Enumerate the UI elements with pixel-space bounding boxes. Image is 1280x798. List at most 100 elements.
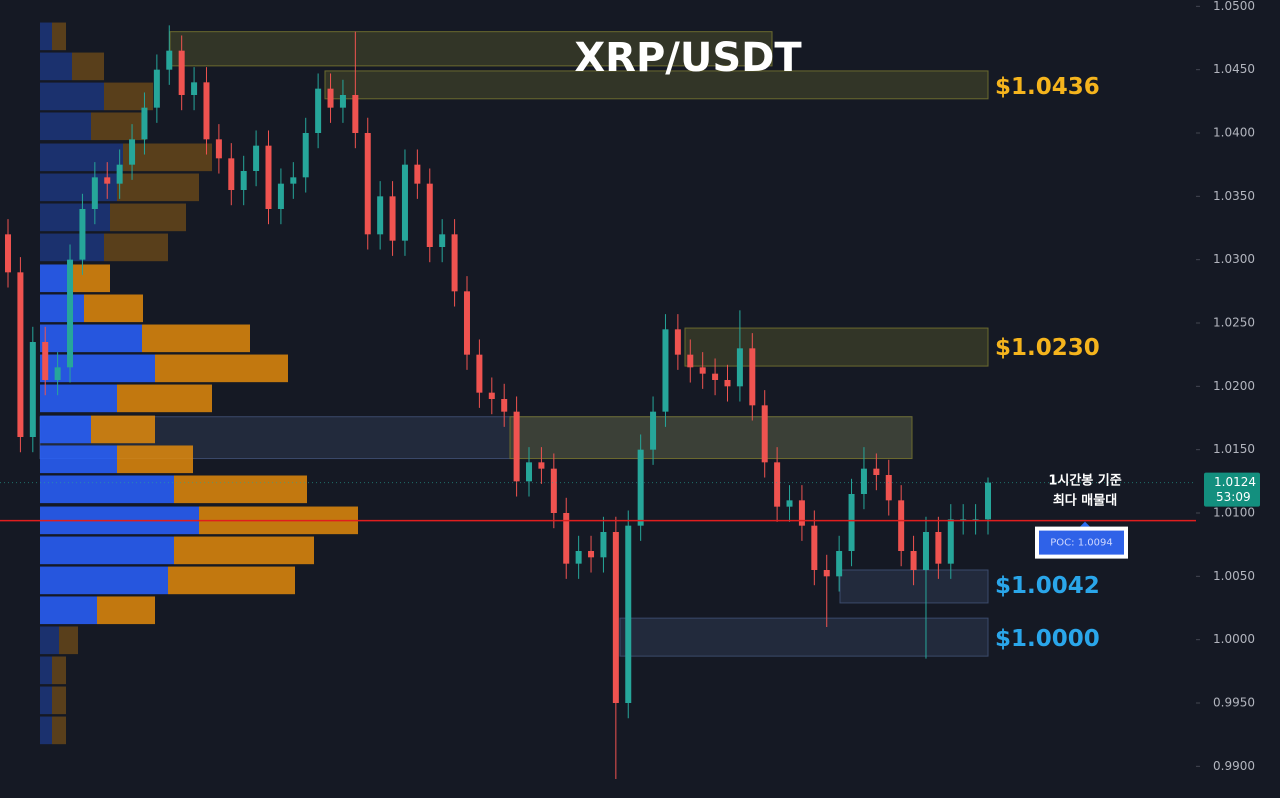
profile-buy (40, 82, 104, 111)
candle-body (352, 95, 359, 133)
candle-body (29, 342, 36, 437)
y-tick-label: 1.0150 (1213, 442, 1255, 456)
level-label: $1.0436 (995, 74, 1100, 100)
poc-pointer (1080, 521, 1090, 527)
candle-body (178, 50, 185, 95)
candle-body (439, 234, 446, 247)
last-price-box (1204, 472, 1260, 507)
profile-buy (40, 233, 104, 262)
candle-body (414, 164, 421, 184)
profile-sell (117, 445, 193, 474)
profile-buy (40, 264, 72, 293)
candle-body (823, 570, 830, 577)
candle-body (736, 348, 743, 387)
candle-body (662, 329, 669, 412)
zone (684, 327, 989, 367)
profile-sell (52, 716, 66, 745)
candle-body (327, 88, 334, 108)
profile-buy (40, 445, 117, 474)
y-tick-label: 1.0450 (1213, 62, 1255, 76)
candle-body (191, 82, 198, 95)
candle-body (972, 519, 979, 521)
zone (509, 416, 913, 460)
candle-body (513, 411, 520, 482)
profile-sell (174, 536, 314, 565)
candle-body (538, 462, 545, 469)
zones (39, 31, 989, 657)
candle-body (985, 482, 991, 520)
profile-buy (40, 656, 52, 685)
profile-sell (59, 626, 78, 655)
candle-body (203, 82, 210, 140)
y-tick-label: 1.0300 (1213, 252, 1255, 266)
profile-buy (40, 143, 123, 172)
profile-buy (40, 294, 84, 323)
zone (619, 617, 989, 657)
y-tick-label: 0.9950 (1213, 696, 1255, 710)
y-tick-label: 1.0500 (1213, 0, 1255, 13)
candle-body (625, 525, 632, 703)
volume-profile (40, 22, 358, 745)
candle-body (922, 532, 929, 570)
candle-body (910, 551, 917, 570)
profile-buy (40, 173, 117, 202)
profile-sell (84, 294, 143, 323)
candle-body (129, 139, 136, 165)
profile-buy (40, 626, 59, 655)
profile-sell (91, 415, 155, 444)
candle-body (141, 107, 148, 140)
profile-buy (40, 596, 97, 625)
zone (169, 31, 773, 67)
candle-body (526, 462, 533, 482)
profile-buy (40, 22, 52, 51)
candle-body (600, 532, 607, 558)
y-tick-label: 1.0350 (1213, 189, 1255, 203)
candle-body (563, 513, 570, 564)
candle-body (935, 532, 942, 564)
profile-sell (168, 566, 295, 595)
y-tick-label: 1.0050 (1213, 569, 1255, 583)
profile-buy (40, 566, 168, 595)
candle-body (166, 50, 173, 70)
poc-box-inner (1039, 530, 1124, 555)
candle-body (364, 133, 371, 235)
level-label: $1.0042 (995, 573, 1100, 599)
candle-body (836, 551, 843, 577)
candle-body (501, 399, 508, 412)
profile-sell (110, 203, 186, 232)
profile-buy (40, 324, 142, 353)
zone (324, 70, 989, 100)
candle-body (650, 411, 657, 450)
candle-body (42, 342, 49, 380)
candle-body (116, 164, 123, 184)
candle-body (463, 291, 470, 355)
profile-buy (40, 52, 72, 81)
y-tick-label: 1.0400 (1213, 126, 1255, 140)
candle-body (5, 234, 11, 273)
candle-body (811, 525, 818, 570)
price-axis (1196, 0, 1280, 798)
candle-body (774, 462, 781, 507)
profile-buy (40, 203, 110, 232)
candle-body (873, 468, 880, 475)
level-label: $1.0000 (995, 626, 1100, 652)
candle-body (488, 392, 495, 399)
profile-sell (97, 596, 155, 625)
candle-body (290, 177, 297, 184)
profile-buy (40, 475, 174, 504)
candle-body (401, 164, 408, 241)
profile-buy (40, 686, 52, 715)
candle-body (389, 196, 396, 241)
y-tick-label: 1.0000 (1213, 632, 1255, 646)
annotation: 1시간봉 기준 (1048, 473, 1121, 489)
profile-buy (40, 415, 91, 444)
profile-sell (72, 52, 104, 81)
candle-body (712, 373, 719, 380)
y-tick-label: 1.0200 (1213, 379, 1255, 393)
candle-body (91, 177, 98, 209)
profile-sell (104, 233, 168, 262)
candle-body (885, 475, 892, 501)
candle-body (588, 551, 595, 558)
candle-body (724, 380, 731, 387)
